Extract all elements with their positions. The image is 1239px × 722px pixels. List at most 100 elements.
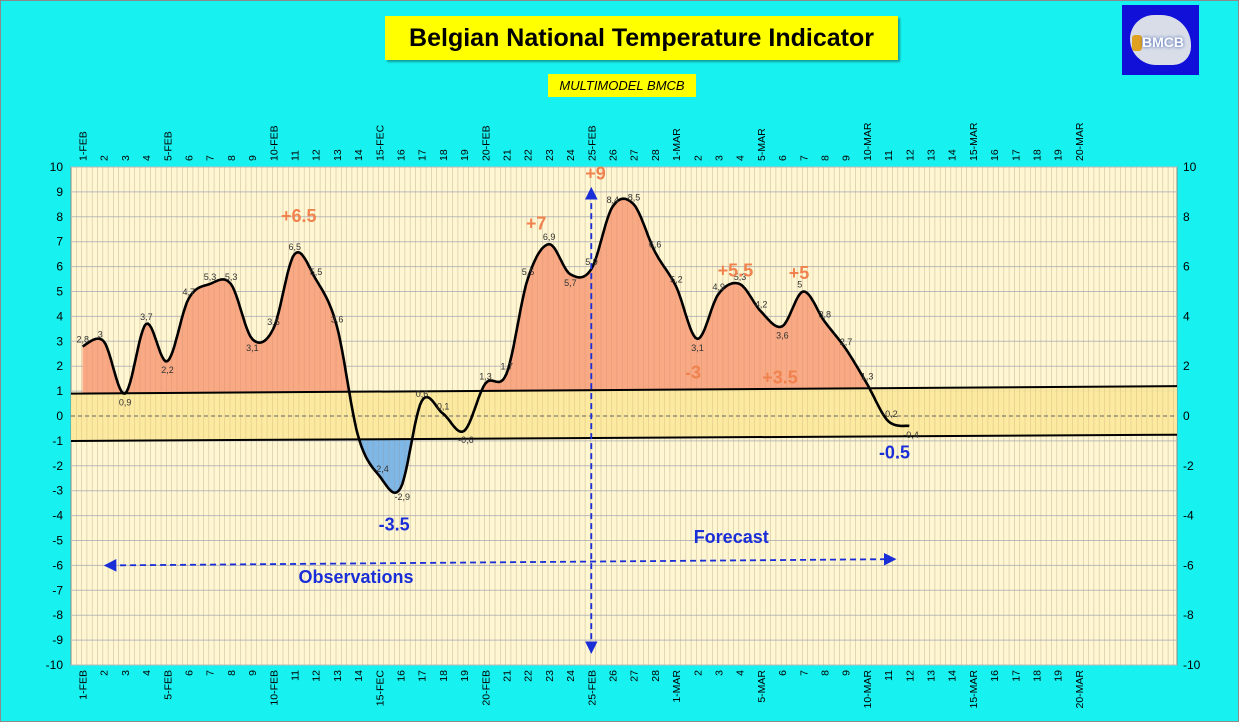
x-tick-label-top: 3: [120, 155, 132, 161]
x-tick-label-bottom: 18: [1032, 670, 1044, 682]
annotation-label: +5.5: [718, 261, 754, 281]
logo-label: BMCB: [1142, 34, 1184, 50]
bmcb-logo: BMCB: [1122, 5, 1199, 75]
y-tick-label-left: -4: [52, 509, 63, 523]
x-tick-label-bottom: 19: [1053, 670, 1065, 682]
x-tick-label-bottom: 22: [523, 670, 535, 682]
data-label: 5,5: [310, 267, 323, 277]
y-tick-label-left: 0: [56, 409, 63, 423]
normal-band: [71, 386, 1177, 441]
data-label: 2,8: [77, 334, 90, 344]
x-tick-label-top: 10-MAR: [862, 122, 874, 161]
x-tick-label-bottom: 24: [565, 670, 577, 682]
x-tick-label-top: 17: [1010, 149, 1022, 161]
x-tick-label-top: 8: [820, 155, 832, 161]
x-tick-label-bottom: 14: [353, 670, 365, 682]
x-tick-label-bottom: 9: [841, 670, 853, 676]
x-tick-label-bottom: 7: [205, 670, 217, 676]
data-label: 3,5: [267, 317, 280, 327]
y-tick-label-right: 2: [1183, 359, 1190, 373]
data-label: 4,7: [183, 287, 196, 297]
x-tick-label-top: 13: [926, 149, 938, 161]
data-label: 6,6: [649, 240, 662, 250]
x-tick-label-bottom: 26: [608, 670, 620, 682]
x-tick-label-top: 12: [311, 149, 323, 161]
x-tick-label-top: 2: [692, 155, 704, 161]
data-label: 3,8: [819, 309, 832, 319]
data-label: 1,3: [861, 372, 874, 382]
annotation-label: -3.5: [379, 515, 410, 535]
x-tick-label-bottom: 10-FEB: [268, 670, 280, 706]
data-label: 0,9: [119, 398, 132, 408]
data-label: 5,5: [522, 267, 535, 277]
y-tick-label-left: 4: [56, 309, 63, 323]
x-tick-label-bottom: 1-FEB: [78, 670, 90, 700]
x-tick-label-bottom: 16: [396, 670, 408, 682]
x-tick-label-bottom: 7: [798, 670, 810, 676]
x-tick-label-top: 4: [141, 155, 153, 161]
y-tick-label-left: 8: [56, 210, 63, 224]
x-tick-label-bottom: 13: [332, 670, 344, 682]
x-tick-label-bottom: 19: [459, 670, 471, 682]
data-label: -0,6: [458, 435, 474, 445]
x-tick-label-bottom: 17: [417, 670, 429, 682]
y-tick-label-right: 6: [1183, 260, 1190, 274]
x-tick-label-bottom: 6: [184, 670, 196, 676]
y-axis-right: -10 -8 -6 -4 -2 0 2 4 6 8 10: [1183, 160, 1201, 672]
x-tick-label-top: 9: [841, 155, 853, 161]
y-tick-label-left: -6: [52, 558, 63, 572]
x-tick-label-bottom: 11: [290, 670, 302, 681]
y-tick-label-right: -2: [1183, 459, 1194, 473]
y-tick-label-left: -3: [52, 484, 63, 498]
y-tick-label-left: 7: [56, 235, 63, 249]
y-tick-label-left: 6: [56, 260, 63, 274]
x-tick-label-bottom: 13: [926, 670, 938, 682]
x-tick-label-bottom: 5-MAR: [756, 670, 768, 703]
x-tick-label-top: 1-MAR: [671, 128, 683, 161]
x-tick-label-bottom: 4: [735, 670, 747, 676]
x-tick-label-bottom: 3: [120, 670, 132, 676]
x-tick-label-bottom: 3: [714, 670, 726, 676]
x-tick-label-top: 13: [332, 149, 344, 161]
x-tick-label-top: 18: [438, 149, 450, 161]
data-label: 6,9: [543, 232, 556, 242]
x-tick-label-top: 21: [502, 149, 514, 161]
data-label: 3,1: [691, 343, 704, 353]
annotation-label: +7: [526, 213, 547, 233]
data-label: 3: [98, 329, 103, 339]
y-tick-label-right: 10: [1183, 160, 1197, 174]
x-tick-label-bottom: 9: [247, 670, 259, 676]
data-label: 6,5: [289, 242, 302, 252]
data-label: 5,7: [564, 278, 577, 288]
data-label: 5,3: [225, 272, 238, 282]
x-tick-label-top: 19: [1053, 149, 1065, 161]
x-tick-label-top: 25-FEB: [586, 125, 598, 161]
x-tick-label-bottom: 20-FEB: [480, 670, 492, 706]
data-label: 8,4: [607, 195, 620, 205]
x-tick-label-top: 14: [353, 149, 365, 161]
x-tick-label-bottom: 25-FEB: [586, 670, 598, 706]
data-label: 2,7: [840, 337, 853, 347]
x-tick-label-bottom: 18: [438, 670, 450, 682]
x-tick-label-top: 20-MAR: [1074, 122, 1086, 161]
x-tick-label-top: 20-FEB: [480, 125, 492, 161]
y-tick-label-right: 0: [1183, 409, 1190, 423]
annotations: +6.5 +7 +9 +5.5 +5 -3 +3.5 -3.5 -0.5 Forecast Obse…: [281, 163, 910, 586]
x-tick-label-top: 18: [1032, 149, 1044, 161]
data-label: 4,9: [713, 282, 726, 292]
data-label: -0,4: [903, 430, 919, 440]
x-tick-label-bottom: 17: [1010, 670, 1022, 682]
x-tick-label-top: 16: [396, 149, 408, 161]
data-label: -0,2: [882, 409, 898, 419]
data-label: 0,6: [416, 389, 429, 399]
data-label: -2,4: [373, 464, 389, 474]
annotation-label: +6.5: [281, 206, 317, 226]
x-tick-label-top: 15-FEC: [374, 124, 386, 161]
y-tick-label-left: -9: [52, 633, 63, 647]
thermometer-icon: [1132, 35, 1142, 51]
y-tick-label-left: 1: [56, 384, 63, 398]
x-tick-label-bottom: 4: [141, 670, 153, 676]
annotation-label: +3.5: [762, 368, 798, 388]
